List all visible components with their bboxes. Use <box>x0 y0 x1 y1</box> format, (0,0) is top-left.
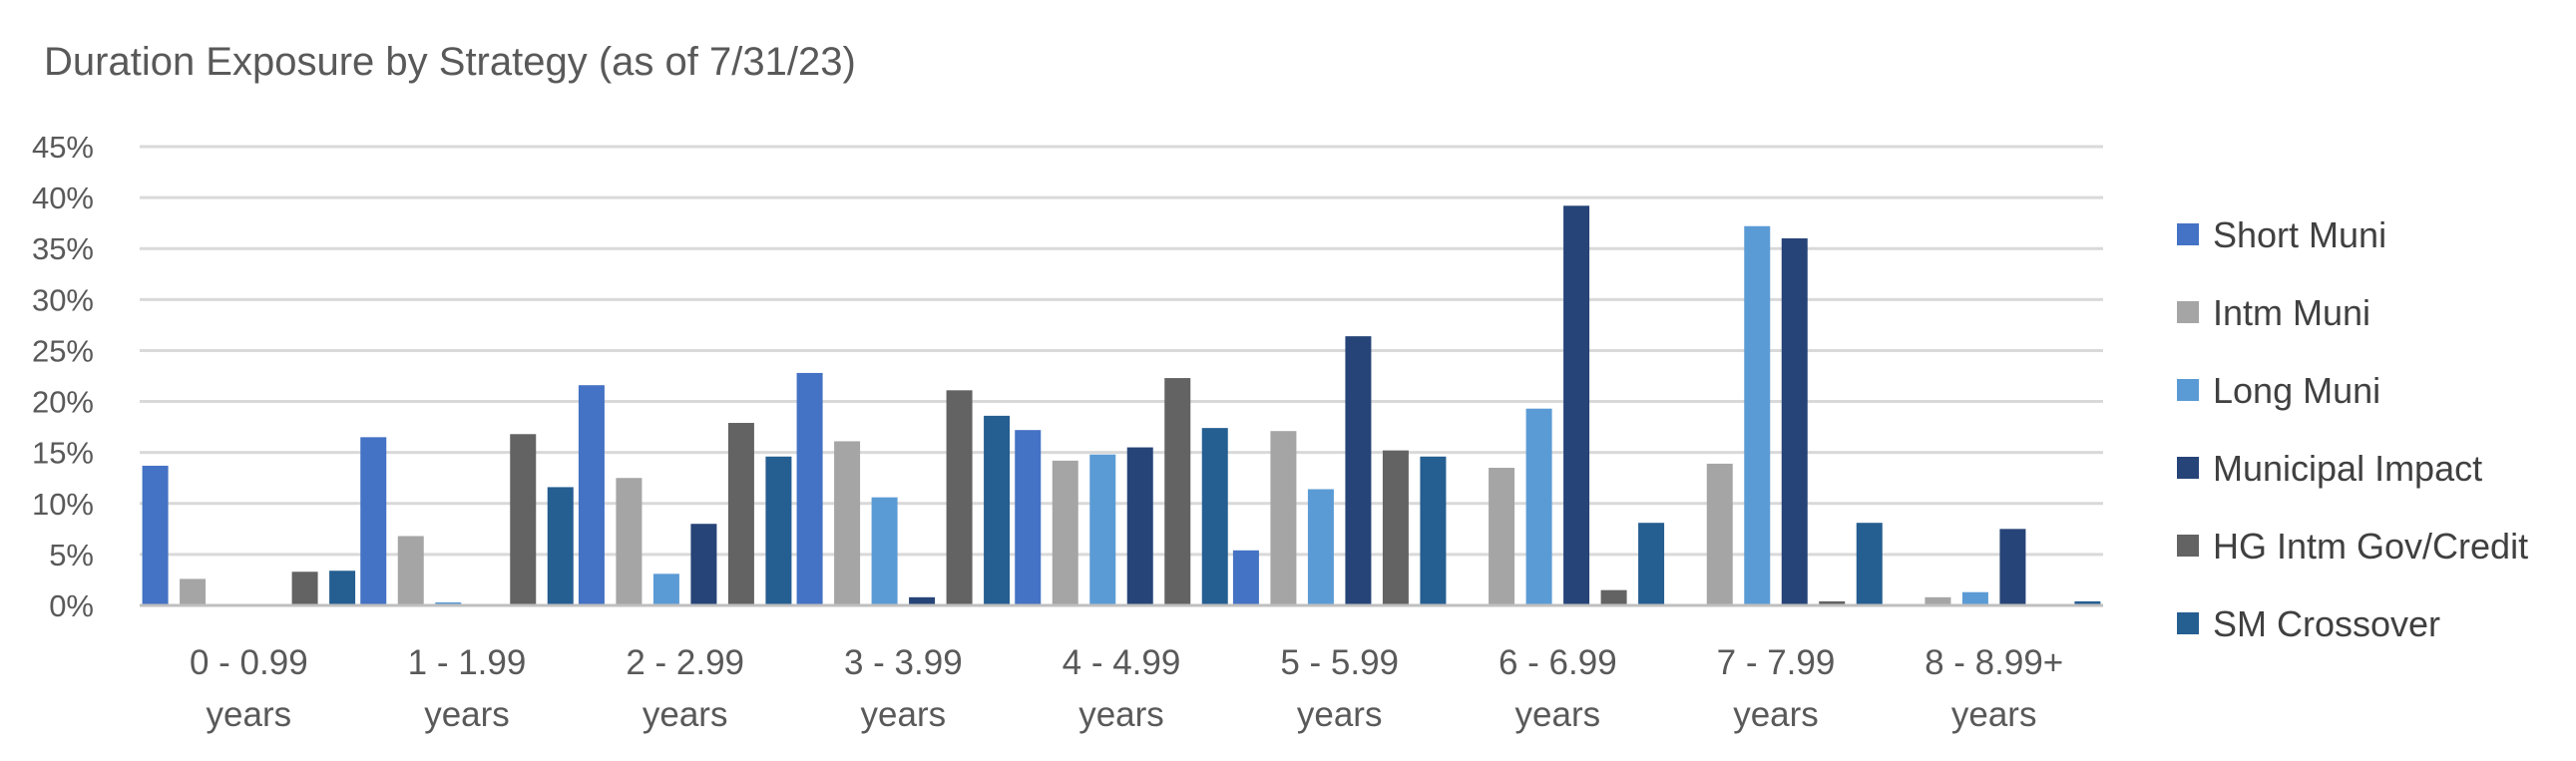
y-tick-label: 20% <box>32 385 94 420</box>
x-tick-label: 0 - 0.99 <box>190 643 308 682</box>
x-axis-labels: 0 - 0.99 years 1 - 1.99 years 2 - 2.99 years 3… <box>190 643 2063 734</box>
bar <box>1270 431 1297 605</box>
bar <box>1961 591 1988 605</box>
x-tick-label: 7 - 7.99 <box>1717 643 1836 682</box>
y-tick-label: 0% <box>49 588 94 623</box>
x-tick-label: 3 - 3.99 <box>844 643 963 682</box>
x-tick-label: 5 - 5.99 <box>1280 643 1399 682</box>
legend-swatch <box>2177 457 2199 479</box>
bars <box>142 205 2101 606</box>
bar <box>329 571 356 605</box>
bar <box>765 456 792 605</box>
bar <box>547 487 574 605</box>
bar <box>1744 225 1771 605</box>
x-tick-label: years <box>1733 695 1819 734</box>
y-tick-label: 30% <box>32 282 94 317</box>
x-tick-label: years <box>1951 695 2037 734</box>
bar <box>984 415 1011 605</box>
bar <box>1382 450 1409 605</box>
gridlines <box>140 145 2103 557</box>
x-tick-label: years <box>207 695 292 734</box>
bar <box>578 385 605 605</box>
bar <box>1781 238 1808 605</box>
bar <box>1819 600 1846 605</box>
bar <box>1015 430 1042 605</box>
bar <box>834 441 861 605</box>
y-tick-label: 15% <box>32 436 94 471</box>
bar <box>1164 378 1191 605</box>
bar <box>909 596 936 605</box>
bar <box>1232 550 1259 605</box>
y-axis-ticks: 0% 5% 10% 15% 20% 25% 30% 35% 40% 45% <box>32 130 94 623</box>
bar <box>1525 408 1552 605</box>
y-tick-label: 5% <box>49 538 94 572</box>
bar <box>1052 460 1078 605</box>
bar <box>2074 600 2101 605</box>
x-tick-label: 2 - 2.99 <box>626 643 744 682</box>
y-tick-label: 10% <box>32 487 94 522</box>
bar <box>510 434 537 605</box>
legend-label: Municipal Impact <box>2213 448 2482 489</box>
legend-swatch <box>2177 223 2199 245</box>
legend-label: SM Crossover <box>2213 603 2440 644</box>
bar <box>1089 454 1116 605</box>
x-tick-label: years <box>1297 695 1383 734</box>
bar <box>1489 468 1515 605</box>
x-tick-label: years <box>1078 695 1164 734</box>
bar <box>1307 489 1334 605</box>
bar <box>1420 456 1447 605</box>
bar <box>690 524 717 605</box>
x-tick-label: years <box>643 695 728 734</box>
bar <box>1638 523 1665 605</box>
bar <box>291 571 318 605</box>
x-tick-label: 4 - 4.99 <box>1063 643 1181 682</box>
bar <box>796 372 823 605</box>
bar <box>142 465 169 605</box>
bar <box>1600 589 1627 605</box>
bar <box>1706 463 1733 605</box>
bar <box>180 578 207 605</box>
bar <box>871 497 898 605</box>
legend-swatch <box>2177 379 2199 401</box>
bar <box>397 536 424 605</box>
x-tick-label: years <box>1515 695 1601 734</box>
x-tick-label: years <box>861 695 947 734</box>
y-tick-label: 45% <box>32 130 94 165</box>
bar <box>616 478 643 605</box>
bar <box>1856 523 1883 605</box>
bar <box>1925 596 1951 605</box>
legend-label: Intm Muni <box>2213 292 2370 333</box>
bar <box>1563 205 1590 606</box>
y-tick-label: 25% <box>32 333 94 368</box>
legend-label: Long Muni <box>2213 370 2380 411</box>
legend-label: Short Muni <box>2213 214 2386 255</box>
bar <box>1201 428 1228 605</box>
x-tick-label: 6 - 6.99 <box>1499 643 1617 682</box>
bar <box>1345 336 1372 605</box>
bar <box>1126 447 1153 605</box>
legend-swatch <box>2177 612 2199 634</box>
legend-swatch <box>2177 535 2199 557</box>
bar <box>1999 529 2026 605</box>
x-tick-label: 8 - 8.99+ <box>1925 643 2063 682</box>
legend: Short Muni Intm Muni Long Muni Municipal Im… <box>2177 214 2528 644</box>
bar <box>727 423 754 605</box>
x-tick-label: years <box>424 695 510 734</box>
legend-label: HG Intm Gov/Credit <box>2213 526 2528 567</box>
bar <box>946 390 973 605</box>
chart-title: Duration Exposure by Strategy (as of 7/3… <box>44 40 856 84</box>
y-tick-label: 40% <box>32 181 94 215</box>
bar <box>652 573 679 605</box>
legend-swatch <box>2177 301 2199 323</box>
x-tick-label: 1 - 1.99 <box>408 643 527 682</box>
bar <box>360 437 387 605</box>
y-tick-label: 35% <box>32 231 94 266</box>
bar <box>435 601 462 605</box>
